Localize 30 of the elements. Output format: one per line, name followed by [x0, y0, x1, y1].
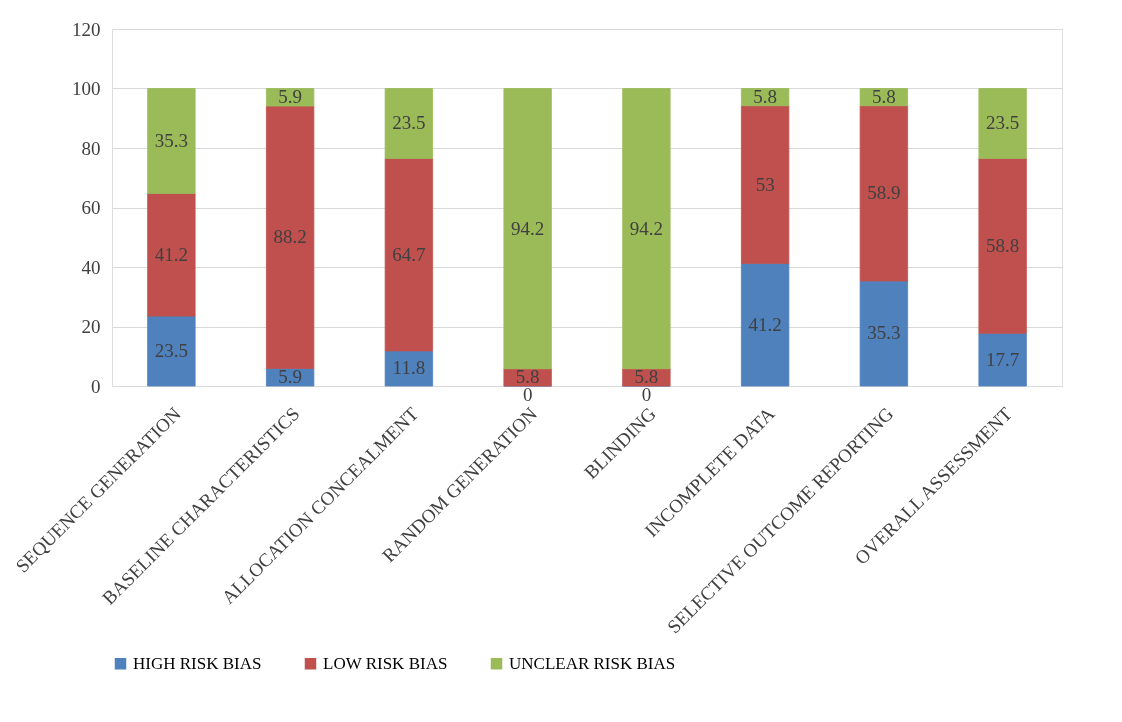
y-tick-label: 60 [81, 197, 101, 218]
data-label: 23.5 [154, 340, 188, 362]
y-tick-label: 120 [72, 18, 101, 40]
data-label: 35.3 [154, 130, 188, 152]
data-label: 5.8 [753, 86, 777, 108]
data-label: 5.9 [278, 86, 302, 108]
legend-label: HIGH RISK BIAS [133, 653, 262, 673]
data-label: 64.7 [392, 243, 426, 265]
legend-label: UNCLEAR RISK BIAS [509, 653, 676, 673]
legend-label: LOW RISK BIAS [323, 653, 448, 673]
y-tick-label: 0 [91, 375, 101, 397]
data-label: 94.2 [629, 217, 663, 239]
data-label: 88.2 [273, 226, 307, 248]
data-label: 35.3 [867, 322, 901, 344]
data-label: 5.8 [872, 86, 896, 108]
data-label: 41.2 [748, 313, 782, 335]
data-label: 58.8 [986, 234, 1020, 256]
y-tick-label: 20 [81, 316, 101, 337]
data-label: 11.8 [392, 357, 426, 379]
data-label: 41.2 [154, 243, 188, 265]
data-label: 5.9 [278, 366, 302, 388]
data-label: 58.9 [867, 182, 901, 204]
y-tick-label: 80 [81, 137, 101, 159]
data-label: 23.5 [986, 112, 1020, 134]
data-label: 53 [755, 173, 775, 195]
data-label: 23.5 [392, 112, 426, 134]
y-tick-label: 100 [72, 78, 101, 99]
data-label: 17.7 [986, 348, 1020, 370]
data-label: 94.2 [511, 217, 545, 239]
y-tick-label: 40 [81, 256, 101, 278]
